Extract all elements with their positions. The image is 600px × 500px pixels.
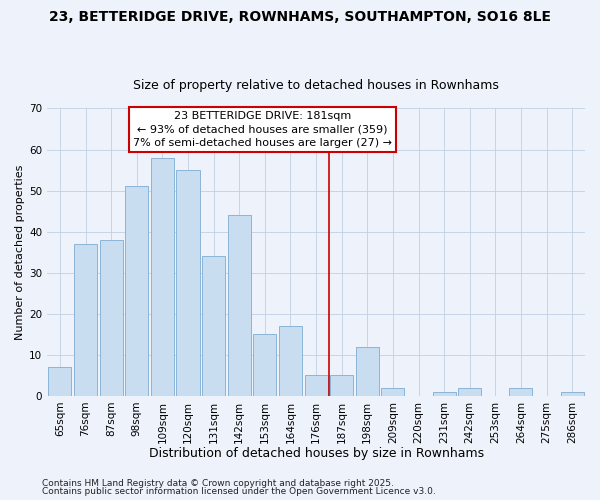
Y-axis label: Number of detached properties: Number of detached properties xyxy=(15,164,25,340)
Bar xyxy=(151,158,174,396)
Bar xyxy=(356,346,379,396)
Bar xyxy=(202,256,225,396)
X-axis label: Distribution of detached houses by size in Rownhams: Distribution of detached houses by size … xyxy=(149,447,484,460)
Bar xyxy=(100,240,123,396)
Bar xyxy=(176,170,200,396)
Bar xyxy=(458,388,481,396)
Text: Contains public sector information licensed under the Open Government Licence v3: Contains public sector information licen… xyxy=(42,487,436,496)
Bar xyxy=(305,376,328,396)
Bar xyxy=(279,326,302,396)
Bar xyxy=(382,388,404,396)
Bar xyxy=(49,367,71,396)
Bar xyxy=(125,186,148,396)
Bar xyxy=(509,388,532,396)
Bar xyxy=(253,334,277,396)
Text: 23 BETTERIDGE DRIVE: 181sqm
← 93% of detached houses are smaller (359)
7% of sem: 23 BETTERIDGE DRIVE: 181sqm ← 93% of det… xyxy=(133,112,392,148)
Bar xyxy=(433,392,455,396)
Bar xyxy=(330,376,353,396)
Text: 23, BETTERIDGE DRIVE, ROWNHAMS, SOUTHAMPTON, SO16 8LE: 23, BETTERIDGE DRIVE, ROWNHAMS, SOUTHAMP… xyxy=(49,10,551,24)
Bar xyxy=(74,244,97,396)
Text: Contains HM Land Registry data © Crown copyright and database right 2025.: Contains HM Land Registry data © Crown c… xyxy=(42,478,394,488)
Title: Size of property relative to detached houses in Rownhams: Size of property relative to detached ho… xyxy=(133,79,499,92)
Bar xyxy=(560,392,584,396)
Bar xyxy=(228,215,251,396)
